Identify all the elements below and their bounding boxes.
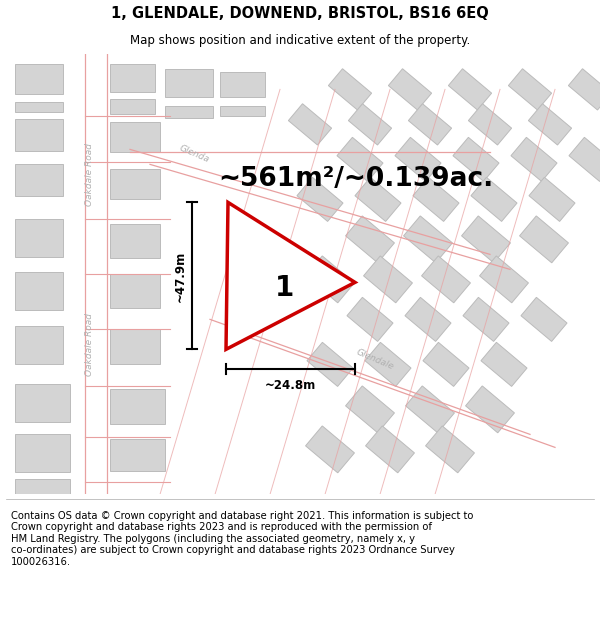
Polygon shape xyxy=(165,69,213,98)
Polygon shape xyxy=(520,216,568,263)
Polygon shape xyxy=(453,138,499,181)
Polygon shape xyxy=(305,256,355,303)
Polygon shape xyxy=(568,69,600,110)
Text: Map shows position and indicative extent of the property.: Map shows position and indicative extent… xyxy=(130,34,470,47)
Polygon shape xyxy=(110,389,165,424)
Polygon shape xyxy=(529,104,572,145)
Polygon shape xyxy=(422,256,470,303)
Polygon shape xyxy=(15,384,70,423)
Text: 1, GLENDALE, DOWNEND, BRISTOL, BS16 6EQ: 1, GLENDALE, DOWNEND, BRISTOL, BS16 6EQ xyxy=(111,6,489,21)
Polygon shape xyxy=(413,177,459,221)
Polygon shape xyxy=(349,104,392,145)
Polygon shape xyxy=(15,326,63,364)
Polygon shape xyxy=(406,386,454,433)
Text: ~24.8m: ~24.8m xyxy=(265,379,316,392)
Text: ~561m²/~0.139ac.: ~561m²/~0.139ac. xyxy=(218,166,493,192)
Polygon shape xyxy=(110,329,160,364)
Polygon shape xyxy=(307,342,353,386)
Polygon shape xyxy=(110,99,155,114)
Polygon shape xyxy=(466,386,514,433)
Polygon shape xyxy=(15,102,63,112)
Polygon shape xyxy=(297,177,343,221)
Polygon shape xyxy=(508,69,551,110)
Polygon shape xyxy=(346,216,394,263)
Text: 1: 1 xyxy=(275,274,294,302)
Polygon shape xyxy=(220,72,265,98)
Text: Contains OS data © Crown copyright and database right 2021. This information is : Contains OS data © Crown copyright and d… xyxy=(11,511,473,567)
Polygon shape xyxy=(569,138,600,181)
Polygon shape xyxy=(15,272,63,311)
Polygon shape xyxy=(448,69,491,110)
Text: Glendale: Glendale xyxy=(355,348,395,371)
Polygon shape xyxy=(409,104,452,145)
Polygon shape xyxy=(511,138,557,181)
Polygon shape xyxy=(15,64,63,94)
Polygon shape xyxy=(365,342,411,386)
Polygon shape xyxy=(423,342,469,386)
Text: ~47.9m: ~47.9m xyxy=(173,250,187,301)
Polygon shape xyxy=(110,64,155,92)
Polygon shape xyxy=(220,106,265,116)
Polygon shape xyxy=(365,426,415,473)
Polygon shape xyxy=(481,342,527,386)
Polygon shape xyxy=(469,104,512,145)
Text: Glenda: Glenda xyxy=(178,144,211,165)
Polygon shape xyxy=(463,298,509,341)
Polygon shape xyxy=(404,216,452,263)
Polygon shape xyxy=(15,479,70,508)
Polygon shape xyxy=(347,298,393,341)
Polygon shape xyxy=(110,439,165,471)
Polygon shape xyxy=(110,169,160,199)
Text: Oakdale Road: Oakdale Road xyxy=(86,313,95,376)
Polygon shape xyxy=(110,122,160,152)
Text: Oakdale Road: Oakdale Road xyxy=(86,143,95,206)
Polygon shape xyxy=(395,138,441,181)
Polygon shape xyxy=(289,104,332,145)
Polygon shape xyxy=(529,177,575,221)
Polygon shape xyxy=(226,202,355,349)
Polygon shape xyxy=(15,164,63,196)
Polygon shape xyxy=(461,216,511,263)
Polygon shape xyxy=(165,106,213,118)
Polygon shape xyxy=(479,256,529,303)
Polygon shape xyxy=(471,177,517,221)
Polygon shape xyxy=(328,69,371,110)
Polygon shape xyxy=(305,426,355,473)
Polygon shape xyxy=(405,298,451,341)
Polygon shape xyxy=(355,177,401,221)
Polygon shape xyxy=(388,69,431,110)
Polygon shape xyxy=(521,298,567,341)
Polygon shape xyxy=(425,426,475,473)
Polygon shape xyxy=(364,256,412,303)
Polygon shape xyxy=(346,386,394,433)
Polygon shape xyxy=(15,119,63,151)
Polygon shape xyxy=(337,138,383,181)
Polygon shape xyxy=(110,224,160,258)
Polygon shape xyxy=(15,434,70,472)
Polygon shape xyxy=(110,274,160,308)
Polygon shape xyxy=(15,219,63,258)
